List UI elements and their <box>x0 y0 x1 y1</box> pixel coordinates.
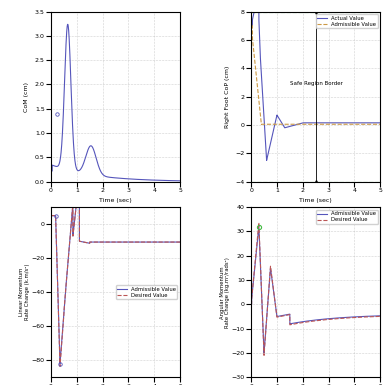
Y-axis label: Right Foot CoP (cm): Right Foot CoP (cm) <box>225 65 230 128</box>
Y-axis label: CoM (cm): CoM (cm) <box>24 82 29 112</box>
Line: Desired Value: Desired Value <box>51 177 180 367</box>
Admissible Value <box>312 318 316 323</box>
Desired Value <box>178 240 182 244</box>
Line: Actual Value: Actual Value <box>251 0 380 161</box>
Admissible Value <box>312 122 316 127</box>
Actual Value <box>308 121 313 125</box>
Actual Value <box>249 23 254 28</box>
Admissible Value <box>58 361 62 366</box>
Admissible Value <box>262 351 267 355</box>
Line: Admissible Value: Admissible Value <box>51 177 180 363</box>
Admissible Value <box>374 314 379 318</box>
Legend: Admissible Value, Desired Value: Admissible Value, Desired Value <box>116 285 178 300</box>
Legend: Admissible Value, Desired Value: Admissible Value, Desired Value <box>316 210 377 224</box>
Admissible Value <box>151 240 155 244</box>
Desired Value <box>350 315 355 320</box>
Desired Value <box>112 240 116 244</box>
Admissible Value <box>255 236 260 241</box>
X-axis label: Time (sec): Time (sec) <box>299 199 332 203</box>
Admissible Value <box>108 240 113 244</box>
Desired Value <box>378 314 383 319</box>
Admissible Value <box>174 240 179 244</box>
Admissible Value <box>350 315 355 319</box>
X-axis label: Time (sec): Time (sec) <box>99 199 132 203</box>
Desired Value <box>58 364 62 369</box>
Legend: Actual Value, Admissible Value: Actual Value, Admissible Value <box>316 14 377 28</box>
Actual Value <box>374 121 379 125</box>
Desired Value <box>308 319 313 324</box>
Line: Admissible Value: Admissible Value <box>251 227 380 353</box>
Desired Value <box>374 314 379 319</box>
Admissible Value <box>112 240 116 244</box>
Line: Admissible Value: Admissible Value <box>251 26 380 124</box>
Actual Value <box>378 121 383 125</box>
Admissible Value <box>255 87 260 91</box>
Desired Value <box>77 175 82 179</box>
Desired Value <box>255 233 260 237</box>
Admissible Value <box>174 240 179 244</box>
Admissible Value <box>308 122 313 127</box>
Actual Value <box>350 121 355 125</box>
Desired Value <box>49 213 53 218</box>
Desired Value <box>108 240 113 244</box>
Admissible Value <box>249 23 254 28</box>
Admissible Value <box>55 279 60 283</box>
Actual Value <box>264 158 269 163</box>
Admissible Value <box>378 122 383 127</box>
Admissible Value <box>77 175 82 179</box>
Desired Value <box>312 319 316 323</box>
Desired Value <box>151 240 155 244</box>
Admissible Value <box>249 302 254 307</box>
Admissible Value <box>259 122 264 127</box>
Admissible Value <box>378 313 383 318</box>
Admissible Value <box>178 240 182 244</box>
Actual Value <box>312 121 316 125</box>
Admissible Value <box>49 213 53 218</box>
Y-axis label: Linear Momentum
Rate Change (k.m/s²): Linear Momentum Rate Change (k.m/s²) <box>19 264 30 320</box>
Admissible Value <box>374 314 379 318</box>
Admissible Value <box>308 318 313 323</box>
Admissible Value <box>350 122 355 127</box>
Line: Desired Value: Desired Value <box>251 223 380 355</box>
Desired Value <box>374 314 379 319</box>
Desired Value <box>174 240 179 244</box>
Text: (b) Right Foot CoP (forward direc-
tion): (b) Right Foot CoP (forward direc- tion) <box>252 246 380 266</box>
Admissible Value <box>374 122 379 127</box>
Desired Value <box>256 221 261 225</box>
Actual Value <box>374 121 379 125</box>
Admissible Value <box>256 224 261 229</box>
Desired Value <box>55 280 60 284</box>
Text: Safe Region Border: Safe Region Border <box>290 81 343 86</box>
Desired Value <box>174 240 179 244</box>
Desired Value <box>249 302 254 307</box>
Text: (a) CoM (forward direction): (a) CoM (forward direction) <box>64 246 167 255</box>
Y-axis label: Angular Momentum
Rate Change (kg.m²/rads²): Angular Momentum Rate Change (kg.m²/rads… <box>220 257 230 328</box>
Admissible Value <box>374 122 379 127</box>
Desired Value <box>262 353 267 358</box>
